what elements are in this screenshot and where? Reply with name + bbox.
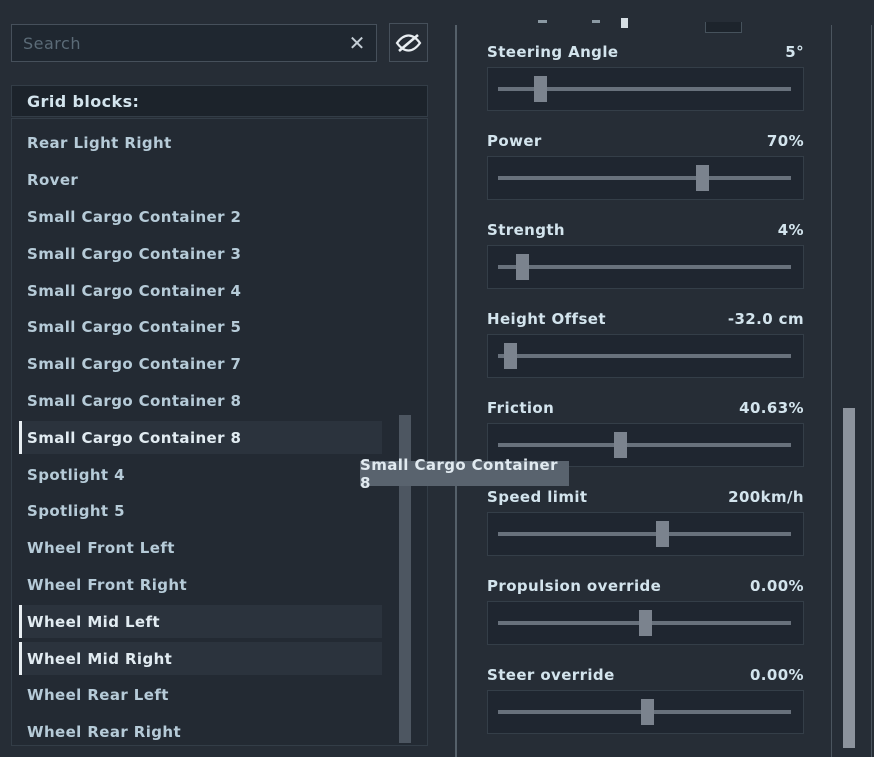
slider-track[interactable] xyxy=(498,532,791,536)
slider-thumb[interactable] xyxy=(504,343,518,369)
slider-value: 70% xyxy=(766,132,804,150)
slider-value: 0.00% xyxy=(749,666,804,684)
slider[interactable] xyxy=(487,423,804,467)
list-item[interactable]: Wheel Front Left xyxy=(27,539,175,558)
slider-track[interactable] xyxy=(498,87,791,91)
list-item[interactable]: Wheel Front Right xyxy=(27,575,188,594)
slider-group: Height Offset -32.0 cm xyxy=(487,310,804,378)
slider-label: Propulsion override xyxy=(487,577,662,595)
slider-group: Propulsion override 0.00% xyxy=(487,577,804,645)
list-scrollbar-thumb[interactable] xyxy=(399,415,411,743)
list-item[interactable]: Rear Light Right xyxy=(27,134,172,153)
slider[interactable] xyxy=(487,67,804,111)
list-item[interactable]: Spotlight 4 xyxy=(27,465,125,484)
clipped-control-fragment xyxy=(538,20,547,23)
list-item[interactable]: Wheel Mid Right xyxy=(19,640,382,677)
slider-track[interactable] xyxy=(498,354,791,358)
slider-thumb[interactable] xyxy=(639,610,653,636)
toggle-visibility-button[interactable] xyxy=(389,23,428,62)
slider-group: Friction 40.63% xyxy=(487,399,804,467)
grid-blocks-list: Rear Light Right Rover Small Cargo Contain… xyxy=(11,118,428,746)
list-item[interactable]: Small Cargo Container 2 xyxy=(27,207,242,226)
list-item[interactable]: Small Cargo Container 4 xyxy=(27,281,242,300)
slider-value: 0.00% xyxy=(749,577,804,595)
slider-group: Strength 4% xyxy=(487,221,804,289)
list-item[interactable]: Rover xyxy=(27,171,79,190)
slider-thumb[interactable] xyxy=(515,254,529,280)
grid-blocks-header-label: Grid blocks: xyxy=(27,91,140,111)
slider-label: Height Offset xyxy=(487,310,606,328)
right-scrollbar-track[interactable] xyxy=(831,25,872,757)
grid-blocks-header: Grid blocks: xyxy=(11,85,428,117)
slider-track[interactable] xyxy=(498,443,791,447)
list-item[interactable]: Small Cargo Container 8 xyxy=(19,419,382,456)
grid-blocks-rows: Rear Light Right Rover Small Cargo Contain… xyxy=(19,125,382,745)
slider-value: 5° xyxy=(785,43,804,61)
panel-divider xyxy=(455,25,457,757)
tooltip-text: Small Cargo Container 8 xyxy=(360,455,558,492)
slider-thumb[interactable] xyxy=(534,76,548,102)
list-item[interactable]: Wheel Rear Left xyxy=(27,686,169,705)
slider-thumb[interactable] xyxy=(614,432,628,458)
slider-label: Speed limit xyxy=(487,488,588,506)
list-item[interactable]: Small Cargo Container 8 xyxy=(27,391,242,410)
slider-label: Steering Angle xyxy=(487,43,619,61)
slider[interactable] xyxy=(487,512,804,556)
slider-track[interactable] xyxy=(498,176,791,180)
slider[interactable] xyxy=(487,601,804,645)
slider-label: Friction xyxy=(487,399,555,417)
slider[interactable] xyxy=(487,245,804,289)
list-item[interactable]: Spotlight 5 xyxy=(27,502,125,521)
list-item[interactable]: Small Cargo Container 5 xyxy=(27,318,242,337)
slider-thumb[interactable] xyxy=(655,521,669,547)
slider[interactable] xyxy=(487,156,804,200)
list-item[interactable]: Wheel Rear Right xyxy=(27,723,182,742)
slider-track[interactable] xyxy=(498,265,791,269)
slider-group: Steer override 0.00% xyxy=(487,666,804,734)
slider-thumb[interactable] xyxy=(696,165,710,191)
slider-value: -32.0 cm xyxy=(727,310,804,328)
eye-hidden-icon xyxy=(395,32,422,54)
search-input[interactable] xyxy=(12,33,338,53)
right-scrollbar-thumb[interactable] xyxy=(843,408,855,748)
slider[interactable] xyxy=(487,334,804,378)
slider-group: Power 70% xyxy=(487,132,804,200)
clipped-control-fragment xyxy=(592,20,600,23)
slider-thumb[interactable] xyxy=(640,699,654,725)
slider-group: Speed limit 200km/h xyxy=(487,488,804,556)
slider-group: Steering Angle 5° xyxy=(487,43,804,111)
search-box: ✕ xyxy=(11,24,377,62)
slider[interactable] xyxy=(487,690,804,734)
slider-value: 40.63% xyxy=(739,399,804,417)
list-item[interactable]: Wheel Mid Left xyxy=(19,603,382,640)
list-item[interactable]: Small Cargo Container 3 xyxy=(27,244,242,263)
list-item[interactable]: Small Cargo Container 7 xyxy=(27,355,242,374)
slider-label: Steer override xyxy=(487,666,615,684)
tooltip: Small Cargo Container 8 xyxy=(360,456,569,492)
clipped-control-fragment xyxy=(621,18,628,28)
slider-value: 4% xyxy=(777,221,804,239)
close-icon[interactable]: ✕ xyxy=(338,24,376,62)
slider-value: 200km/h xyxy=(728,488,804,506)
slider-label: Power xyxy=(487,132,542,150)
slider-label: Strength xyxy=(487,221,566,239)
clipped-checkbox[interactable] xyxy=(705,22,742,33)
